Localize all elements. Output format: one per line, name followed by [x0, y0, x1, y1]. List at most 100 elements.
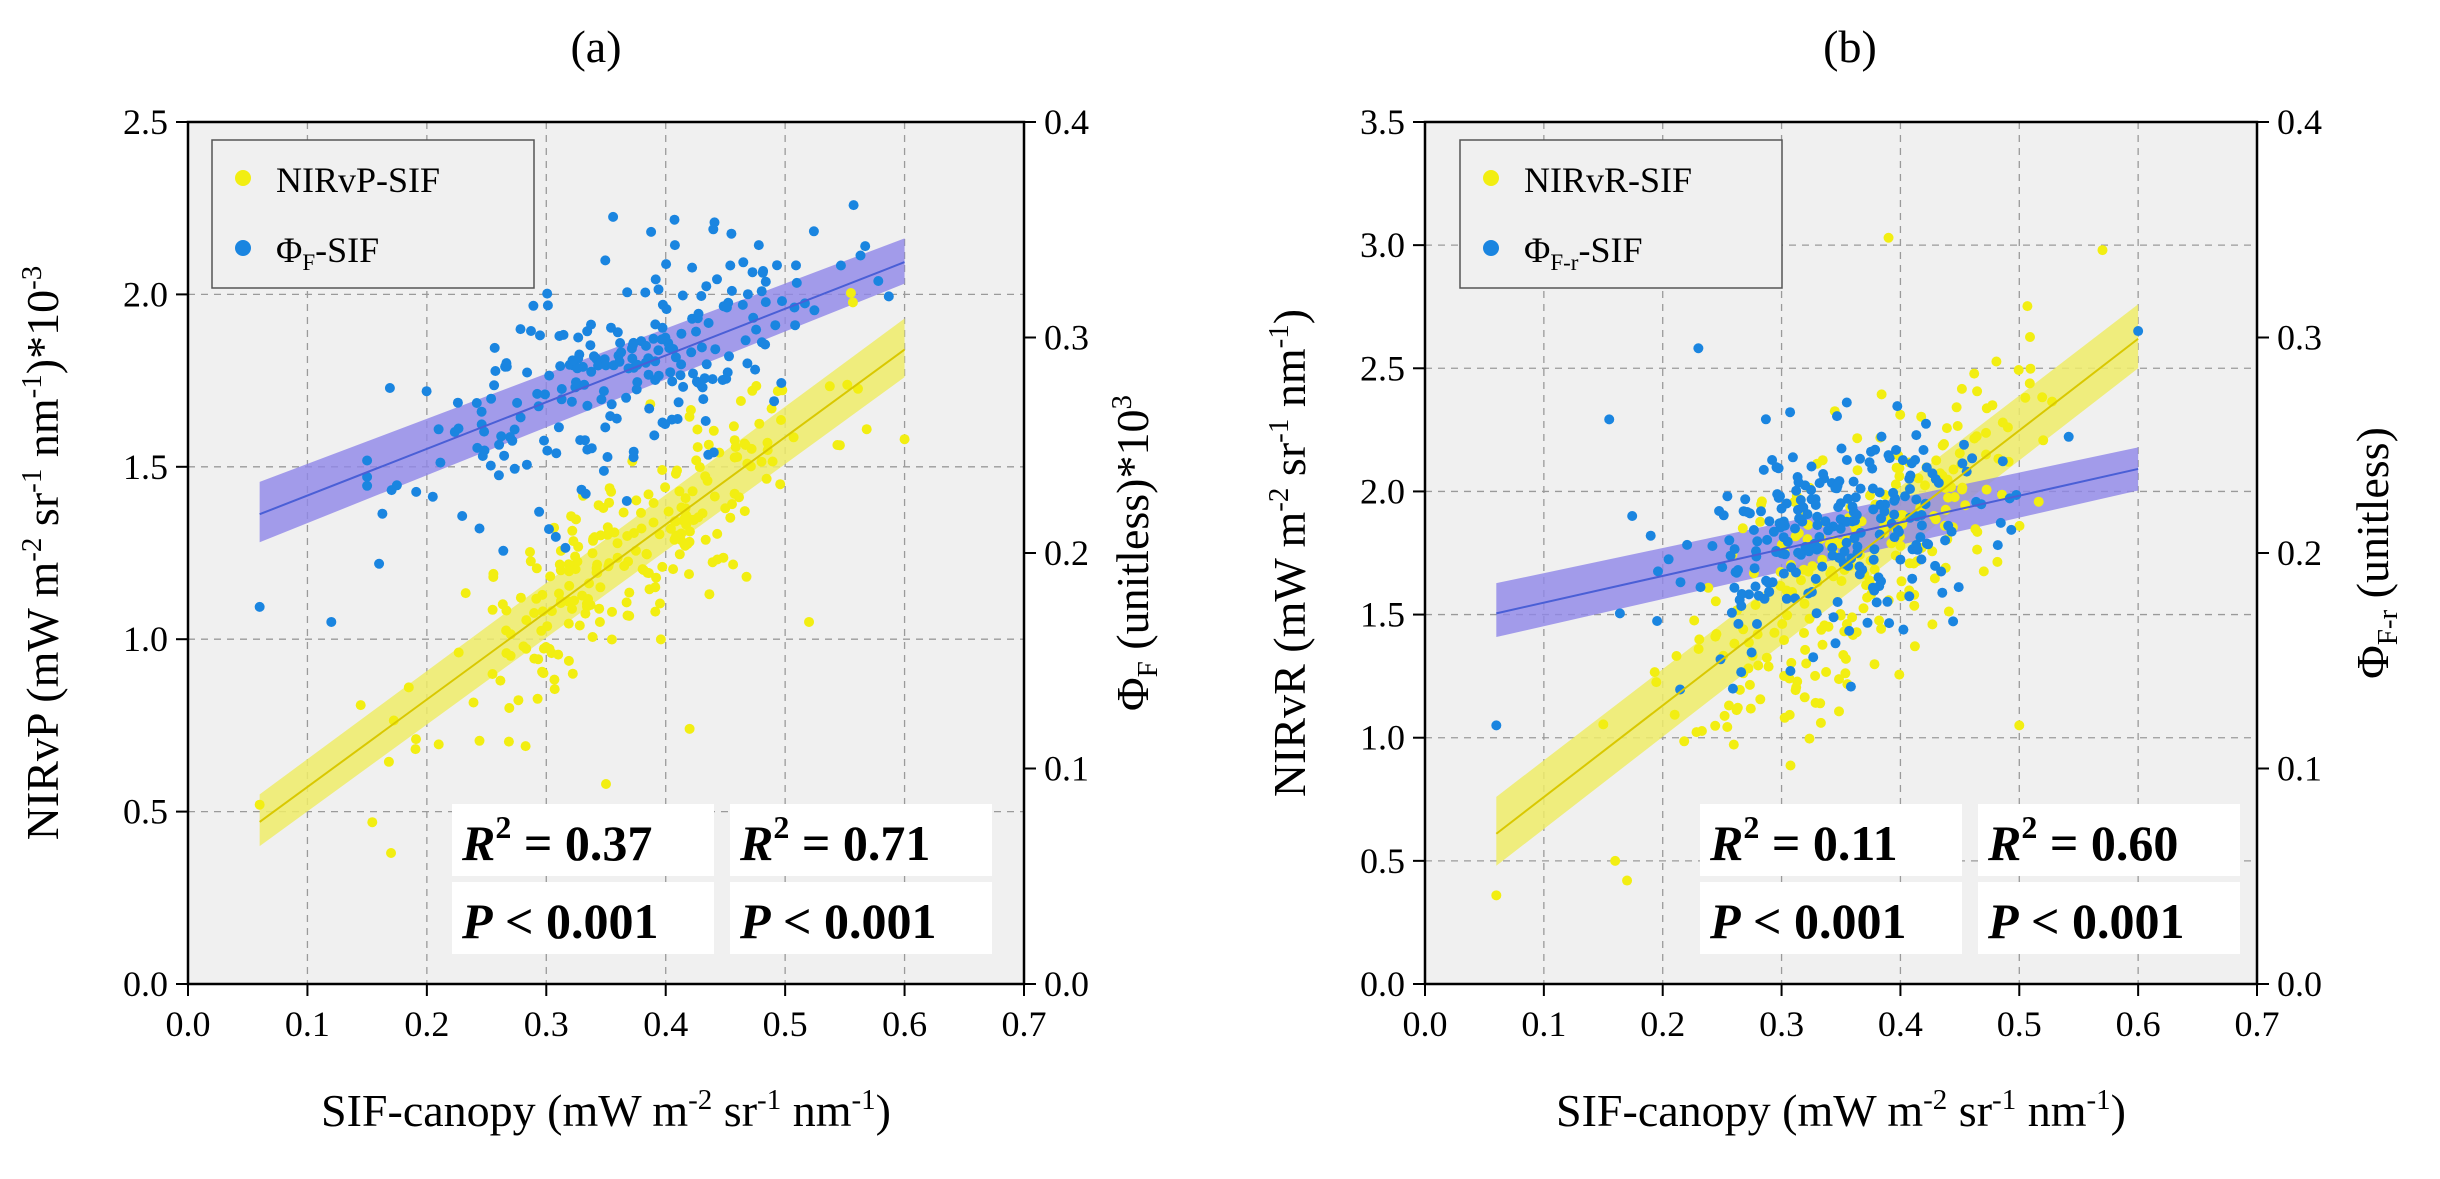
point-yellow: [1840, 668, 1851, 679]
point-blue: [1867, 582, 1878, 593]
point-blue: [1806, 461, 1817, 472]
x-tick-label: 0.5: [1997, 1004, 2042, 1044]
legend-label-phifr: ΦF-r-SIF: [1524, 230, 1642, 275]
point-blue: [1844, 625, 1855, 636]
y-right-tick-label: 0.0: [2277, 964, 2322, 1004]
legend-marker-blue-b: [1483, 240, 1499, 256]
point-blue: [693, 308, 704, 319]
point-yellow: [619, 561, 630, 571]
point-yellow: [1755, 694, 1766, 705]
y-left-tick-label: 3.5: [1360, 102, 1405, 142]
point-blue: [632, 377, 643, 388]
point-blue: [1817, 561, 1828, 572]
point-yellow: [1969, 433, 1980, 444]
point-blue: [1936, 566, 1947, 577]
point-blue: [608, 211, 619, 222]
point-blue: [1752, 536, 1763, 547]
point-blue: [1868, 554, 1879, 565]
point-blue: [737, 299, 748, 310]
legend-label-nirvr: NIRvR-SIF: [1524, 160, 1692, 200]
point-blue: [1675, 577, 1686, 588]
point-blue: [1905, 484, 1915, 494]
point-yellow: [1799, 628, 1809, 638]
point-blue: [1756, 506, 1766, 517]
point-yellow: [1731, 705, 1742, 716]
x-tick-label: 0.3: [524, 1004, 569, 1044]
fit-line-yellow: [259, 348, 906, 823]
point-yellow: [657, 561, 668, 572]
point-blue: [758, 266, 769, 276]
point-blue: [528, 300, 539, 311]
y-left-tick-label: 1.0: [1360, 718, 1405, 758]
point-blue: [1892, 401, 1903, 412]
point-blue: [1693, 343, 1704, 354]
point-blue: [411, 486, 422, 497]
point-blue: [750, 364, 761, 375]
point-yellow: [2022, 301, 2033, 312]
point-blue: [1855, 453, 1865, 464]
point-yellow: [580, 608, 591, 619]
point-blue: [622, 287, 633, 298]
y-left-axis-title-b: NIRvR (mW m-2 sr-1 nm-1): [1263, 309, 1315, 797]
y-right-tick-label: 0.4: [1044, 102, 1089, 142]
point-yellow: [1969, 368, 1980, 379]
point-blue: [1779, 549, 1790, 560]
confidence-band-blue: [259, 238, 905, 543]
point-blue: [725, 260, 736, 271]
point-blue: [1724, 535, 1735, 546]
point-blue: [560, 542, 571, 553]
point-blue: [1855, 483, 1866, 494]
point-yellow: [1972, 386, 1983, 397]
point-blue: [1911, 494, 1922, 505]
x-ticks-a: 0.0 0.1 0.2 0.3 0.4 0.5 0.6 0.7: [166, 984, 1047, 1044]
point-blue: [1781, 593, 1792, 604]
point-blue: [596, 394, 607, 405]
point-blue: [1832, 480, 1843, 491]
point-blue: [614, 356, 625, 367]
point-yellow: [655, 634, 666, 645]
point-blue: [753, 240, 764, 251]
point-yellow: [595, 582, 606, 593]
stat-box-p-blue-a: [452, 882, 714, 954]
point-blue: [1828, 612, 1839, 623]
point-yellow: [584, 578, 594, 589]
point-blue: [1889, 532, 1900, 543]
point-blue: [616, 347, 627, 358]
point-yellow: [693, 512, 704, 523]
point-yellow: [487, 669, 498, 679]
point-yellow: [1970, 524, 1981, 535]
point-yellow: [1821, 667, 1832, 677]
point-blue: [1695, 582, 1706, 593]
point-blue: [1862, 617, 1873, 628]
point-yellow: [2014, 520, 2025, 531]
point-blue: [532, 388, 543, 399]
point-blue: [1768, 526, 1779, 537]
point-yellow: [1817, 455, 1828, 466]
point-blue: [1793, 547, 1804, 558]
point-yellow: [660, 482, 671, 493]
point-blue: [698, 394, 709, 405]
point-blue: [769, 396, 780, 407]
point-yellow: [899, 434, 910, 445]
stat-p-gold-b: P < 0.001: [1987, 893, 2185, 949]
point-blue: [490, 366, 501, 376]
point-yellow: [2025, 363, 2036, 374]
point-yellow: [1796, 575, 1806, 586]
point-yellow: [1790, 685, 1801, 696]
point-yellow: [1987, 400, 1998, 411]
point-yellow: [542, 621, 553, 632]
point-yellow: [676, 528, 687, 539]
point-blue: [586, 443, 597, 454]
point-blue: [1804, 546, 1814, 557]
point-blue: [1729, 582, 1740, 593]
point-blue: [1841, 455, 1852, 465]
point-blue: [1882, 596, 1893, 607]
point-yellow: [1891, 462, 1902, 473]
point-yellow: [1992, 556, 2003, 567]
point-yellow: [501, 625, 512, 636]
point-blue: [710, 344, 721, 355]
point-yellow: [529, 608, 540, 618]
point-yellow: [679, 514, 690, 525]
point-yellow: [592, 559, 603, 570]
point-yellow: [1957, 484, 1967, 495]
